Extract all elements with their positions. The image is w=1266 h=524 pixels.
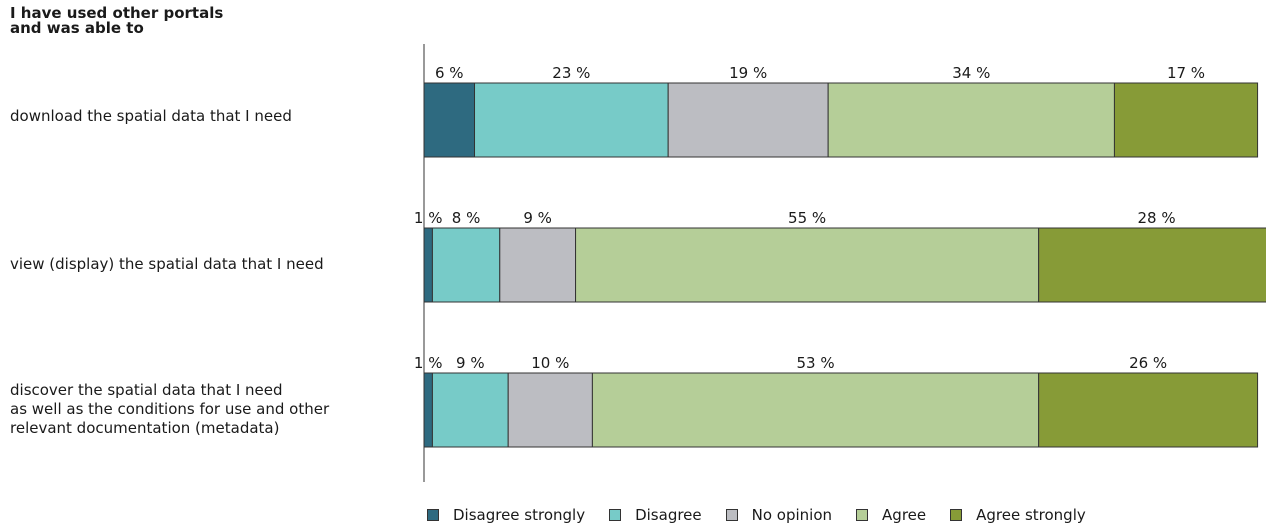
category-label-line: download the spatial data that I need	[10, 107, 292, 125]
category-label-line: view (display) the spatial data that I n…	[10, 255, 324, 273]
bar-segment-disagree	[431, 372, 509, 448]
legend-swatch	[725, 509, 738, 521]
bar-segment-disagree-strongly	[423, 372, 433, 448]
bar-segment-no-opinion	[667, 82, 829, 158]
category-label-line: as well as the conditions for use and ot…	[10, 400, 330, 418]
legend-label: Disagree strongly	[453, 506, 586, 524]
data-label: 8 %	[452, 209, 481, 227]
data-label: 9 %	[456, 354, 485, 372]
data-label: 17 %	[1167, 64, 1205, 82]
data-label: 23 %	[552, 64, 590, 82]
category-label-discover: discover the spatial data that I need as…	[10, 381, 329, 438]
chart-heading: I have used other portals and was able t…	[10, 6, 223, 36]
legend-label: Agree strongly	[976, 506, 1086, 524]
bar-segment-disagree	[474, 82, 669, 158]
legend-swatch	[856, 509, 869, 521]
legend-item-disagree-strongly: Disagree strongly	[427, 506, 585, 524]
legend-item-disagree: Disagree	[609, 506, 702, 524]
bar-segment-agree-strongly	[1038, 227, 1266, 303]
legend-item-no-opinion: No opinion	[725, 506, 833, 524]
legend-label: No opinion	[751, 506, 833, 524]
legend: Disagree strongly Disagree No opinion Ag…	[427, 506, 1110, 524]
data-label: 1 %	[414, 354, 443, 372]
bar-segment-disagree	[431, 227, 501, 303]
data-label: 34 %	[952, 64, 990, 82]
data-label: 10 %	[531, 354, 569, 372]
bar-segment-agree	[591, 372, 1040, 448]
legend-label: Agree	[882, 506, 927, 524]
data-label: 55 %	[788, 209, 826, 227]
legend-swatch	[609, 509, 622, 521]
data-label: 6 %	[435, 64, 464, 82]
category-label-view: view (display) the spatial data that I n…	[10, 255, 324, 274]
stacked-bar-chart: 6 % 23 % 19 % 34 % 17 % 1 % 8 % 9 % 55 % 28 % 1 % 9…	[414, 44, 1266, 482]
legend-swatch	[427, 509, 439, 521]
bar-segment-agree-strongly	[1113, 82, 1259, 158]
data-label: 26 %	[1129, 354, 1167, 372]
legend-swatch	[950, 509, 963, 521]
data-label: 53 %	[796, 354, 834, 372]
legend-item-agree: Agree	[856, 506, 926, 524]
data-label: 9 %	[523, 209, 552, 227]
category-label-download: download the spatial data that I need	[10, 107, 292, 126]
bar-segment-agree	[575, 227, 1040, 303]
category-label-line: relevant documentation (metadata)	[10, 419, 280, 437]
bar-segment-agree	[827, 82, 1115, 158]
bar-segment-no-opinion	[507, 372, 593, 448]
bar-segment-disagree-strongly	[423, 227, 433, 303]
bar-segment-disagree-strongly	[423, 82, 476, 158]
data-label: 19 %	[729, 64, 767, 82]
data-label: 28 %	[1137, 209, 1175, 227]
legend-label: Disagree	[635, 506, 702, 524]
data-label: 1 %	[414, 209, 443, 227]
bar-segment-no-opinion	[499, 227, 577, 303]
heading-line-2: and was able to	[10, 19, 144, 37]
heading-line-1: I have used other portals	[10, 4, 224, 22]
bar-segment-agree-strongly	[1038, 372, 1259, 448]
legend-item-agree-strongly: Agree strongly	[950, 506, 1086, 524]
category-label-line: discover the spatial data that I need	[10, 381, 283, 399]
